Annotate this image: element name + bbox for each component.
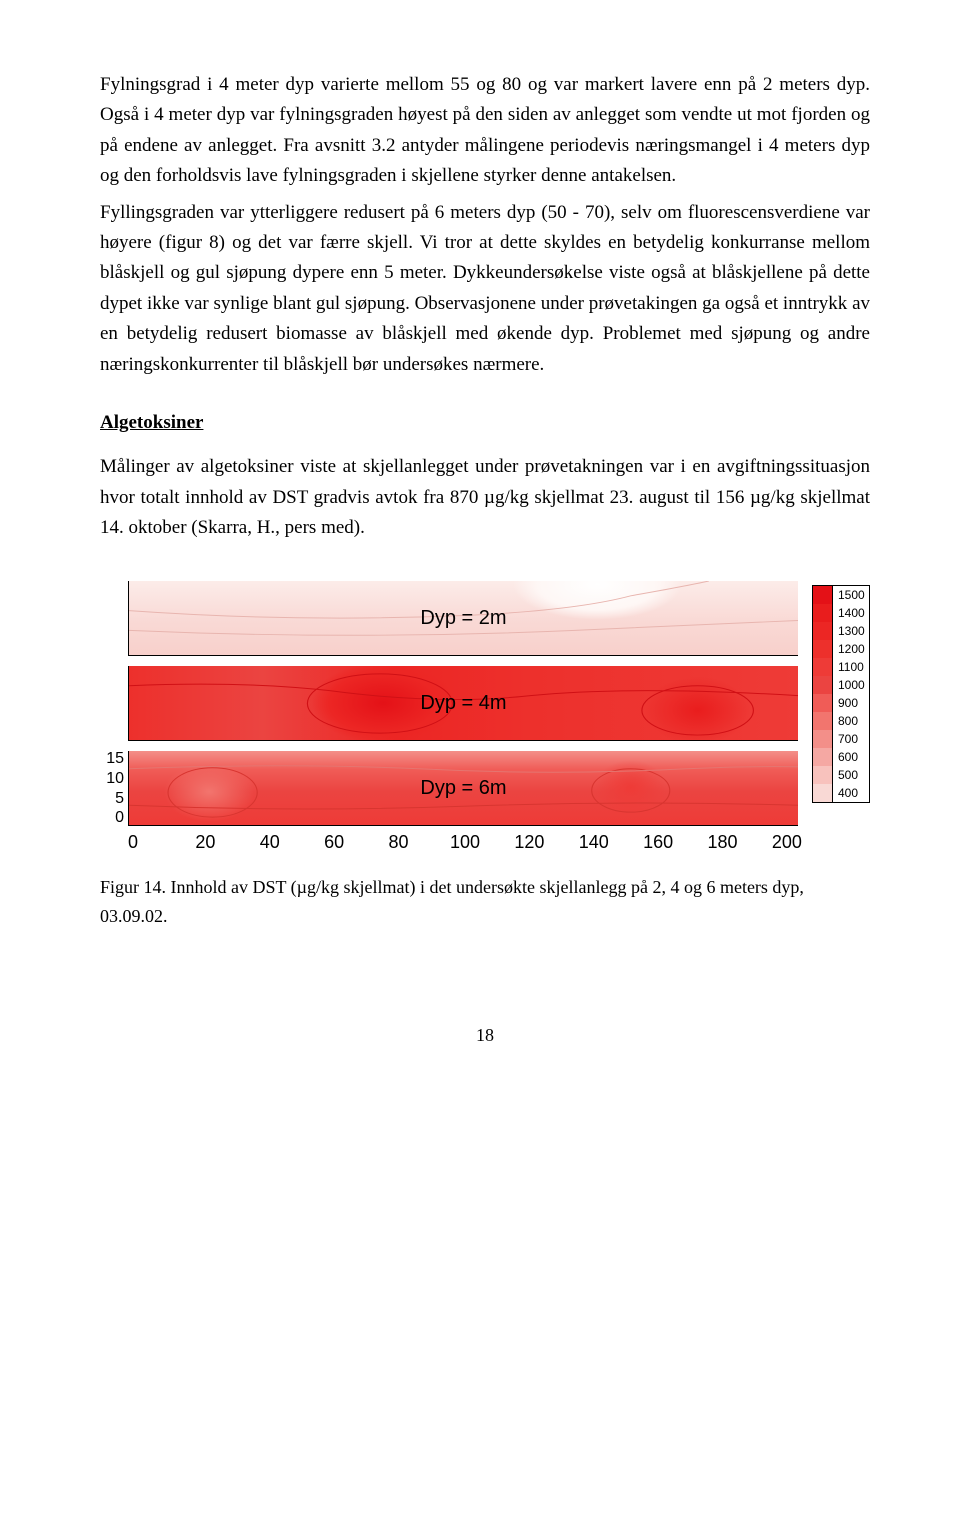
legend-swatch <box>813 694 833 712</box>
legend-row-400: 400 <box>813 784 869 802</box>
legend-value: 1100 <box>833 658 864 677</box>
figure-14: Dyp = 2m Dyp = 4m 15 10 <box>100 581 870 930</box>
legend-swatch <box>813 676 833 694</box>
legend-row-1000: 1000 <box>813 676 869 694</box>
legend-row-600: 600 <box>813 748 869 766</box>
x-axis-labels: 0 20 40 60 80 100 120 140 160 180 200 <box>128 828 798 857</box>
legend-value: 700 <box>833 730 858 749</box>
x-tick-120: 120 <box>514 828 540 857</box>
legend-row-900: 900 <box>813 694 869 712</box>
color-legend: 1500140013001200110010009008007006005004… <box>812 585 870 803</box>
legend-row-1100: 1100 <box>813 658 869 676</box>
legend-value: 1000 <box>833 676 865 695</box>
legend-row-1200: 1200 <box>813 640 869 658</box>
body-paragraph-3: Målinger av algetoksiner viste at skjell… <box>100 452 870 543</box>
chart-panel-6m: Dyp = 6m <box>128 751 798 826</box>
page-number: 18 <box>100 1021 870 1050</box>
legend-swatch <box>813 730 833 748</box>
legend-value: 500 <box>833 766 858 785</box>
legend-swatch <box>813 586 833 604</box>
legend-swatch <box>813 784 833 802</box>
chart-panel-row-6m: 15 10 5 0 Dyp = 6m <box>100 751 798 826</box>
legend-value: 1500 <box>833 586 865 605</box>
x-tick-140: 140 <box>579 828 605 857</box>
legend-row-1300: 1300 <box>813 622 869 640</box>
legend-swatch <box>813 766 833 784</box>
x-tick-80: 80 <box>386 828 412 857</box>
chart-panel-row-4m: Dyp = 4m <box>100 666 798 741</box>
x-tick-100: 100 <box>450 828 476 857</box>
x-tick-160: 160 <box>643 828 669 857</box>
legend-swatch <box>813 658 833 676</box>
chart-panel-row-2m: Dyp = 2m <box>100 581 798 656</box>
body-paragraph-1: Fylningsgrad i 4 meter dyp varierte mell… <box>100 70 870 192</box>
y-tick-15: 15 <box>106 751 124 767</box>
x-tick-20: 20 <box>192 828 218 857</box>
legend-swatch <box>813 640 833 658</box>
legend-row-1400: 1400 <box>813 604 869 622</box>
y-tick-10: 10 <box>106 771 124 787</box>
legend-swatch <box>813 622 833 640</box>
chart-panel-4m: Dyp = 4m <box>128 666 798 741</box>
y-tick-0: 0 <box>115 810 124 826</box>
x-tick-40: 40 <box>257 828 283 857</box>
legend-row-1500: 1500 <box>813 586 869 604</box>
legend-value: 400 <box>833 784 858 803</box>
section-heading-algetoksiner: Algetoksiner <box>100 408 870 438</box>
legend-value: 900 <box>833 694 858 713</box>
chart-panel-2m: Dyp = 2m <box>128 581 798 656</box>
chart-panels: Dyp = 2m Dyp = 4m 15 10 <box>100 581 798 857</box>
legend-value: 1200 <box>833 640 865 659</box>
contour-lines-2m <box>129 581 798 655</box>
legend-value: 1300 <box>833 622 865 641</box>
body-paragraph-2: Fyllingsgraden var ytterliggere redusert… <box>100 198 870 380</box>
x-tick-200: 200 <box>772 828 798 857</box>
y-axis-labels: 15 10 5 0 <box>100 751 128 826</box>
figure-caption: Figur 14. Innhold av DST (µg/kg skjellma… <box>100 873 870 931</box>
x-tick-60: 60 <box>321 828 347 857</box>
x-tick-0: 0 <box>128 828 154 857</box>
legend-row-700: 700 <box>813 730 869 748</box>
x-tick-180: 180 <box>708 828 734 857</box>
legend-row-500: 500 <box>813 766 869 784</box>
legend-value: 600 <box>833 748 858 767</box>
legend-swatch <box>813 712 833 730</box>
contour-lines-6m <box>129 751 798 825</box>
contour-lines-4m <box>129 666 798 740</box>
y-tick-5: 5 <box>115 791 124 807</box>
legend-value: 1400 <box>833 604 865 623</box>
legend-row-800: 800 <box>813 712 869 730</box>
legend-swatch <box>813 748 833 766</box>
legend-swatch <box>813 604 833 622</box>
legend-value: 800 <box>833 712 858 731</box>
